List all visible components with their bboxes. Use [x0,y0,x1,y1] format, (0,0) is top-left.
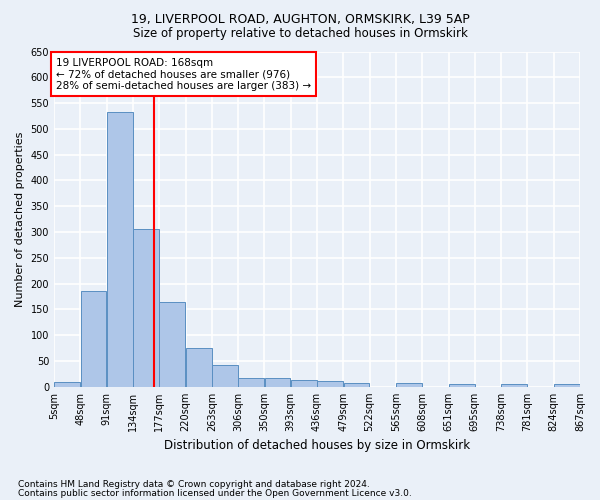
Bar [160,302,185,387]
Bar [55,382,80,387]
X-axis label: Distribution of detached houses by size in Ormskirk: Distribution of detached houses by size … [164,440,470,452]
Text: Contains HM Land Registry data © Crown copyright and database right 2024.: Contains HM Land Registry data © Crown c… [18,480,370,489]
Bar [317,381,343,387]
Bar [212,365,238,387]
Bar [186,348,212,387]
Bar [396,382,422,387]
Bar [133,230,159,387]
Text: 19, LIVERPOOL ROAD, AUGHTON, ORMSKIRK, L39 5AP: 19, LIVERPOOL ROAD, AUGHTON, ORMSKIRK, L… [131,12,469,26]
Bar [107,112,133,387]
Bar [291,380,317,387]
Bar [80,292,106,387]
Y-axis label: Number of detached properties: Number of detached properties [15,132,25,307]
Bar [502,384,527,387]
Text: Size of property relative to detached houses in Ormskirk: Size of property relative to detached ho… [133,28,467,40]
Text: 19 LIVERPOOL ROAD: 168sqm
← 72% of detached houses are smaller (976)
28% of semi: 19 LIVERPOOL ROAD: 168sqm ← 72% of detac… [56,58,311,91]
Bar [449,384,475,387]
Bar [265,378,290,387]
Bar [238,378,264,387]
Bar [344,382,370,387]
Bar [554,384,580,387]
Text: Contains public sector information licensed under the Open Government Licence v3: Contains public sector information licen… [18,489,412,498]
